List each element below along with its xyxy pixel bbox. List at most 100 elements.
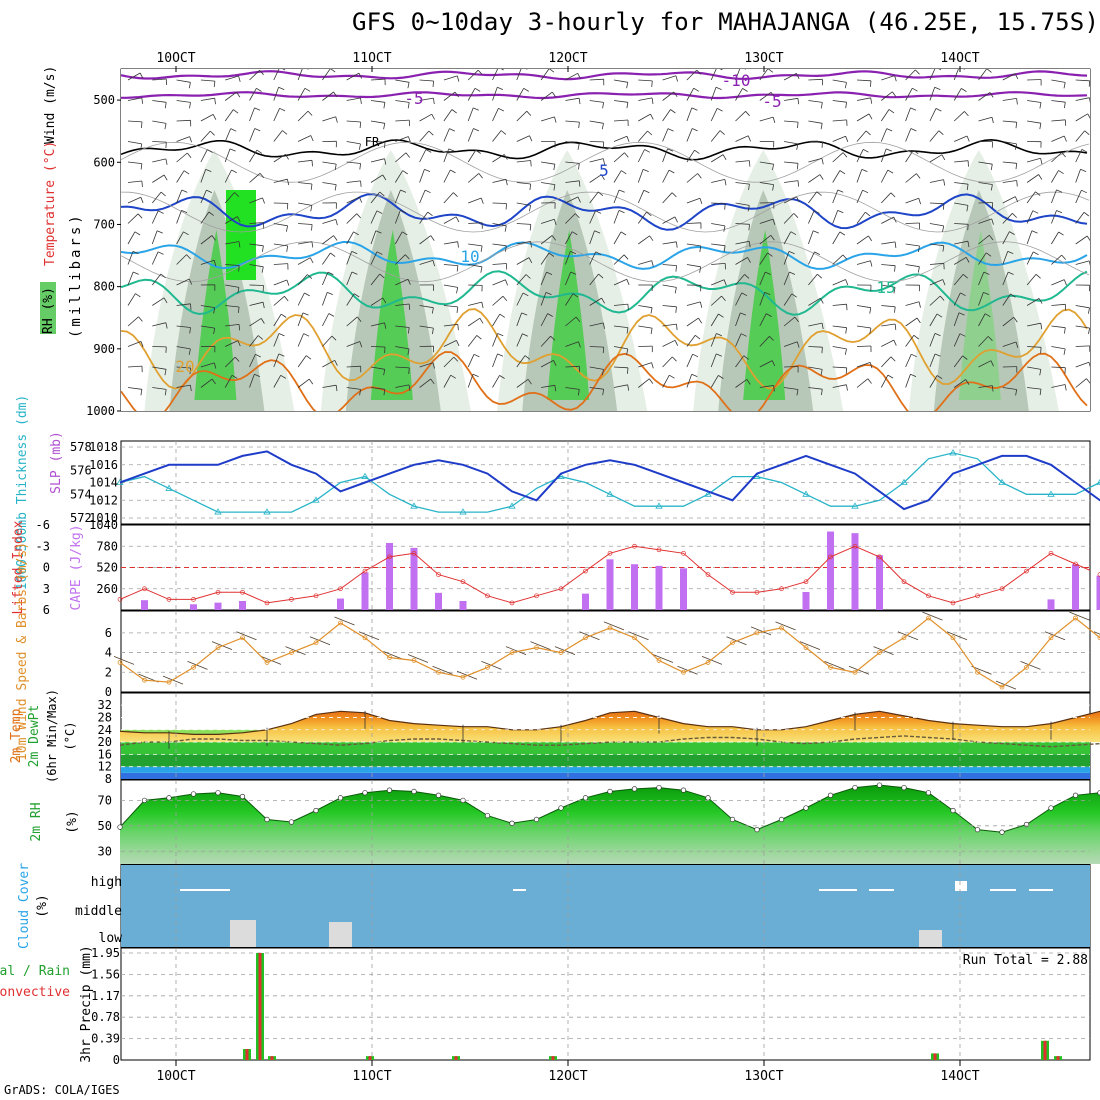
wind-barb-flag <box>894 241 897 248</box>
wind-barb <box>686 173 698 183</box>
wind-barb-flag <box>790 231 797 236</box>
wind-barb-flag <box>502 295 508 302</box>
wind-barb <box>249 197 263 204</box>
thickness-marker <box>606 490 614 497</box>
wind-barb <box>468 222 483 224</box>
wind-barb-flag <box>480 197 484 204</box>
wind-barb <box>1051 254 1062 265</box>
axis-label: (6hr Min/Max) <box>45 689 59 783</box>
wind-barb <box>297 88 306 101</box>
wind-barb-flag <box>188 82 191 89</box>
wind-barb <box>565 316 577 327</box>
bottom-tick-label: 11OCT <box>352 1069 391 1084</box>
wind-barb-flag <box>278 353 285 357</box>
wind-barb-flag <box>989 234 994 241</box>
wind-barb-flag <box>837 210 844 214</box>
wind-barb-flag <box>456 75 460 82</box>
wind-marker <box>509 650 515 655</box>
wind-barb <box>273 279 288 286</box>
wind-barb-flag <box>692 353 699 358</box>
wind-barb <box>249 264 264 268</box>
wind-barb-flag <box>181 210 188 214</box>
wind-barb <box>686 354 693 368</box>
wind-barb <box>1026 174 1039 183</box>
wind-barb-flag <box>845 279 849 286</box>
wind-barb-flag <box>286 245 289 252</box>
rh-marker <box>1048 805 1054 811</box>
wind-barb-flag <box>455 216 460 223</box>
rh-marker <box>925 790 932 796</box>
rh-marker <box>876 782 883 788</box>
wind-barb <box>565 141 580 145</box>
wind-barb <box>152 100 167 103</box>
wind-barb-flag <box>554 219 557 226</box>
wind-barb-flag <box>845 136 849 142</box>
wind-barb <box>224 148 231 163</box>
rh-marker <box>974 826 981 833</box>
wind-barb <box>832 366 847 369</box>
precip-convective-bar <box>245 1049 249 1060</box>
wind-barb-flag <box>257 335 264 340</box>
wind-barb <box>808 251 815 265</box>
wind-barb <box>808 78 823 81</box>
wind-barb <box>273 333 280 347</box>
wind-barb <box>1002 316 1014 327</box>
wind-barb-flag <box>259 173 265 179</box>
cape-bar <box>876 555 883 610</box>
wind-barb-flag <box>984 313 991 318</box>
axis-label: Cloud Cover <box>17 863 32 949</box>
axis-label: 10m Wind Speed & Barbs (m/s) <box>15 542 30 761</box>
wind-barb-flag <box>669 374 675 379</box>
wind-barb-flag <box>379 273 385 279</box>
wind-barb-flag <box>260 318 265 324</box>
wind-barb <box>905 69 916 81</box>
wind-barb-flag <box>360 180 362 187</box>
wind-barb-flag <box>962 355 968 360</box>
surface-wind-barb <box>799 641 821 651</box>
wind-barb-flag <box>650 307 653 314</box>
wind-barb <box>200 114 214 122</box>
wind-barb-flag <box>967 241 970 248</box>
wind-barb-flag <box>724 203 726 210</box>
wind-barb <box>905 374 911 388</box>
cape-bar <box>1072 564 1079 610</box>
wind-barb <box>176 136 190 142</box>
wind-barb <box>711 279 725 286</box>
wind-barb-flag <box>723 245 726 252</box>
wind-barb <box>395 136 409 142</box>
wind-barb-flag <box>789 271 796 275</box>
wind-barb <box>711 243 726 247</box>
wind-barb-flag <box>163 174 168 181</box>
wind-barb <box>1075 169 1081 183</box>
wind-barb <box>856 149 864 163</box>
wind-barb <box>1075 79 1090 82</box>
wind-barb <box>1026 251 1034 265</box>
wind-barb <box>540 313 548 327</box>
high-cloud-block <box>513 889 526 891</box>
wind-barb <box>1051 152 1062 163</box>
wind-barb-flag <box>939 295 945 301</box>
wind-barb <box>346 120 361 123</box>
rh-color-key <box>40 282 56 334</box>
rh-marker <box>754 826 760 833</box>
wind-barb <box>540 360 554 368</box>
rh-line <box>119 784 1100 833</box>
high-cloud-block <box>869 889 894 891</box>
wind-barb <box>176 152 188 163</box>
temperature-contour <box>121 138 1088 161</box>
wind-barb <box>638 305 653 309</box>
wind-barb-flag <box>651 97 654 104</box>
wind-barb <box>200 211 210 224</box>
li-tick: 6 <box>43 603 50 617</box>
temp-tick: 12 <box>98 760 112 774</box>
wind-barb <box>1051 384 1066 388</box>
wind-barb-flag <box>1064 367 1066 374</box>
wind-barb <box>759 313 767 327</box>
wind-barb <box>443 340 457 347</box>
wind-barb <box>176 278 190 286</box>
li-marker <box>999 586 1005 592</box>
wind-barb <box>395 384 410 388</box>
wind-barb <box>370 120 385 124</box>
wind-barb-flag <box>888 109 895 114</box>
